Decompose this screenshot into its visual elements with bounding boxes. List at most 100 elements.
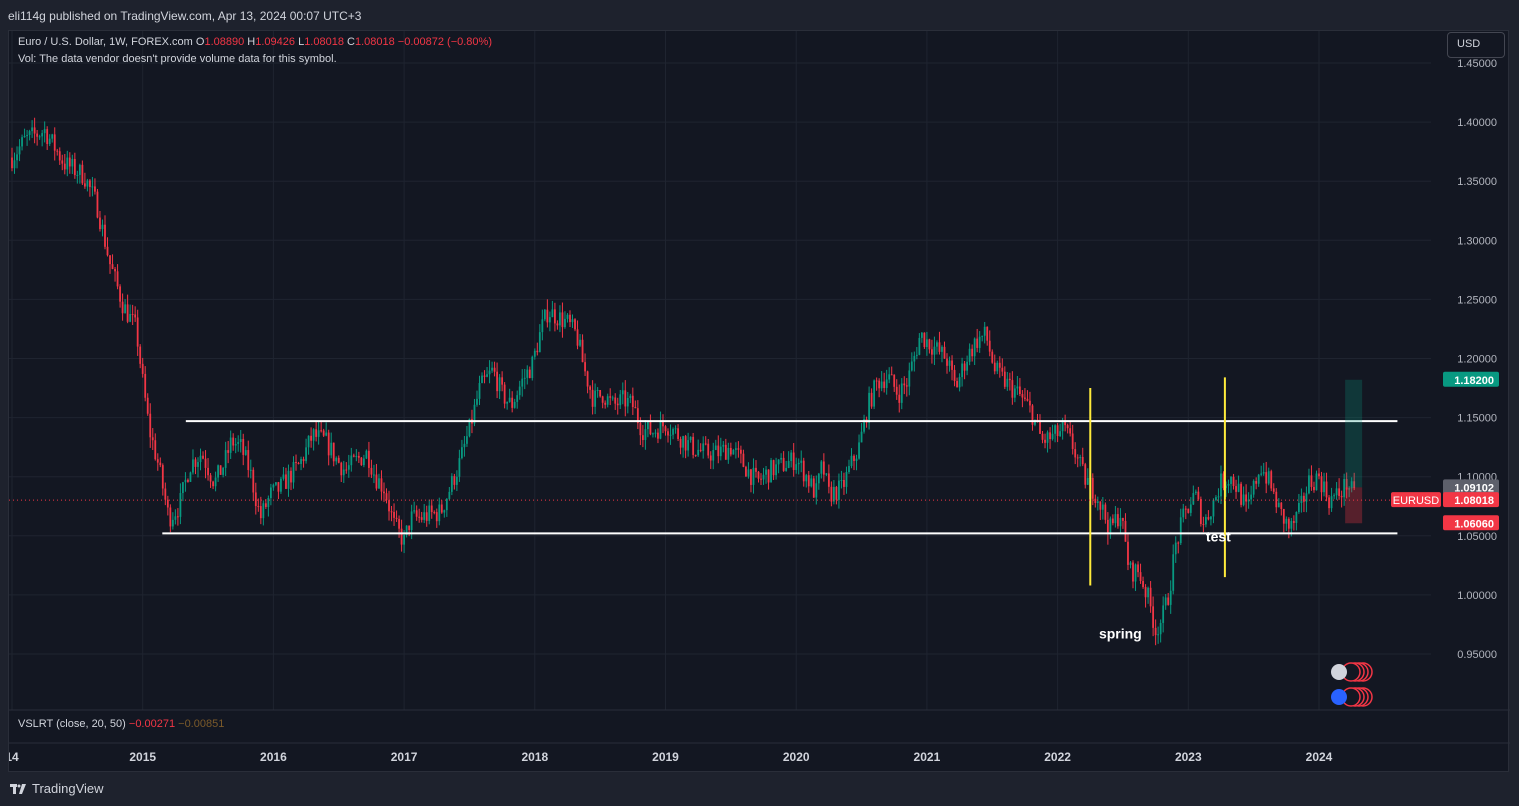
candle-body-up xyxy=(594,390,597,407)
candle-body-down xyxy=(1154,627,1157,636)
candle-body-up xyxy=(1054,425,1056,434)
candle-body-down xyxy=(709,455,712,461)
candle-body-down xyxy=(297,462,300,464)
candle-body-down xyxy=(264,503,267,507)
candle-body-down xyxy=(322,430,325,436)
candle-body-down xyxy=(1325,481,1328,498)
candle-body-down xyxy=(81,164,84,184)
candle-body-down xyxy=(946,358,948,366)
candle-body-up xyxy=(450,476,453,492)
candle-body-down xyxy=(1001,367,1004,372)
candle-body-up xyxy=(458,458,461,477)
symbol-title[interactable]: Euro / U.S. Dollar, 1W, FOREX.com xyxy=(18,36,193,48)
candle-body-down xyxy=(1127,541,1129,565)
candle-body-down xyxy=(357,455,360,458)
time-tick-label: 2017 xyxy=(391,750,418,764)
candle-body-up xyxy=(1217,496,1220,498)
candle-body-down xyxy=(664,426,667,432)
candle-body-up xyxy=(486,374,488,377)
candle-body-down xyxy=(111,264,114,269)
candle-body-down xyxy=(767,469,770,483)
indicator-legend[interactable]: VSLRT (close, 20, 50) −0.00271 −0.00851 xyxy=(18,718,224,730)
candle-body-up xyxy=(124,304,127,314)
candle-body-up xyxy=(189,472,192,482)
price-tick-label: 1.15000 xyxy=(1457,413,1497,425)
candle-body-down xyxy=(315,429,318,437)
candle-body-down xyxy=(1280,502,1283,509)
candle-body-down xyxy=(96,191,99,218)
candle-body-up xyxy=(654,432,657,434)
candle-body-down xyxy=(503,384,506,404)
candle-body-down xyxy=(1031,405,1034,425)
candle-body-up xyxy=(347,465,350,470)
candle-body-down xyxy=(53,134,56,151)
volume-note: Vol: The data vendor doesn't provide vol… xyxy=(18,53,337,65)
candle-body-down xyxy=(1313,486,1315,491)
candle-body-up xyxy=(652,433,654,435)
candle-body-down xyxy=(242,438,245,455)
candle-body-down xyxy=(1091,477,1094,499)
candle-body-down xyxy=(546,309,549,323)
candle-body-down xyxy=(584,362,586,372)
candle-body-up xyxy=(1323,481,1325,493)
candle-body-up xyxy=(461,447,463,459)
candle-body-up xyxy=(571,319,574,323)
candle-body-up xyxy=(305,447,307,462)
high-value: 1.09426 xyxy=(255,36,295,48)
chart-frame: spring test 1.45000 1.40000 1.35000 1.30000 1.… xyxy=(8,30,1510,773)
price-chart[interactable]: springtest1.450001.400001.350001.300001.… xyxy=(9,31,1510,773)
candle-body-up xyxy=(455,476,458,485)
candle-body-down xyxy=(385,493,388,501)
candle-body-down xyxy=(574,319,576,330)
candle-body-up xyxy=(752,467,755,485)
candle-body-down xyxy=(1003,371,1006,387)
candle-body-down xyxy=(207,467,209,476)
candle-body-up xyxy=(659,420,662,439)
candle-body-down xyxy=(435,512,438,522)
candle-body-up xyxy=(1295,512,1298,523)
candle-body-up xyxy=(1134,564,1137,582)
publisher-bar: eli114g published on TradingView.com, Ap… xyxy=(0,0,1519,30)
candle-body-up xyxy=(1194,491,1197,494)
candle-body-down xyxy=(581,339,584,363)
candle-body-up xyxy=(1119,517,1122,527)
change-value: −0.00872 (−0.80%) xyxy=(397,36,492,48)
candle-body-up xyxy=(1237,483,1240,492)
time-tick-label: 2022 xyxy=(1044,750,1071,764)
candle-body-up xyxy=(171,519,174,527)
candle-body-up xyxy=(958,377,961,388)
candle-body-up xyxy=(1227,483,1230,486)
indicator-label: VSLRT (close, 20, 50) xyxy=(18,718,126,730)
candle-body-up xyxy=(1086,478,1089,485)
candle-body-down xyxy=(1071,433,1074,450)
currency-button[interactable]: USD xyxy=(1447,32,1505,58)
price-tick-label: 1.00000 xyxy=(1457,590,1497,602)
candle-body-down xyxy=(938,342,941,352)
candle-body-down xyxy=(187,479,189,482)
candle-body-up xyxy=(438,504,441,522)
candle-body-up xyxy=(1179,517,1182,544)
candle-body-down xyxy=(890,374,893,376)
candle-body-down xyxy=(895,386,898,395)
candle-body-up xyxy=(777,459,780,465)
candle-body-up xyxy=(41,133,44,137)
candle-body-up xyxy=(762,474,765,480)
candle-body-up xyxy=(468,418,471,437)
candle-body-up xyxy=(1114,514,1117,524)
candle-body-down xyxy=(878,380,881,389)
candle-body-down xyxy=(209,475,212,482)
candle-body-down xyxy=(830,486,833,502)
candle-body-down xyxy=(257,506,260,508)
candle-body-up xyxy=(1046,432,1049,443)
symbol-badge-bg xyxy=(1391,492,1441,508)
candle-body-up xyxy=(410,511,413,531)
tradingview-brand[interactable]: TradingView xyxy=(10,781,104,796)
candle-body-down xyxy=(1111,518,1114,524)
candle-body-up xyxy=(330,442,333,456)
candle-body-up xyxy=(1189,504,1192,513)
candle-body-up xyxy=(973,338,976,357)
candle-body-down xyxy=(853,455,855,461)
candle-body-down xyxy=(988,340,991,352)
candle-body-down xyxy=(501,377,504,385)
close-label: C xyxy=(347,36,355,48)
